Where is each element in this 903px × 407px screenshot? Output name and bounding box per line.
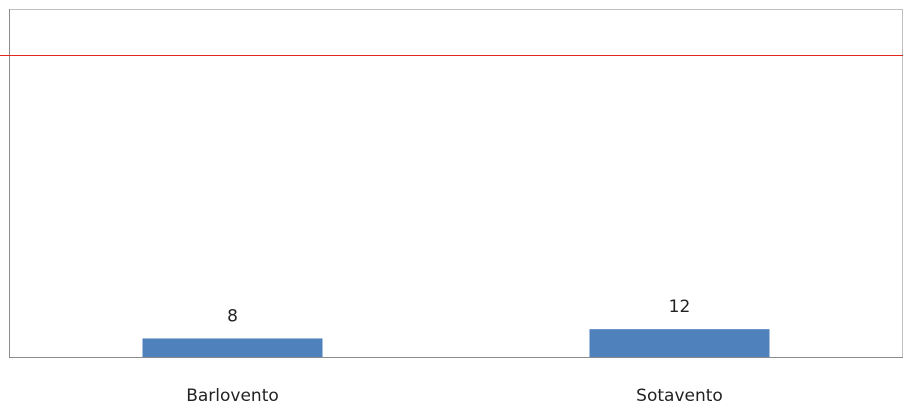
data-label-sotavento: 12 [669, 297, 691, 317]
x-tick-label-sotavento: Sotavento [636, 386, 723, 406]
bar-sotavento [589, 329, 770, 357]
x-tick-label-barlovento: Barlovento [186, 386, 279, 406]
data-label-barlovento: 8 [227, 306, 238, 326]
bar-barlovento [142, 338, 323, 357]
